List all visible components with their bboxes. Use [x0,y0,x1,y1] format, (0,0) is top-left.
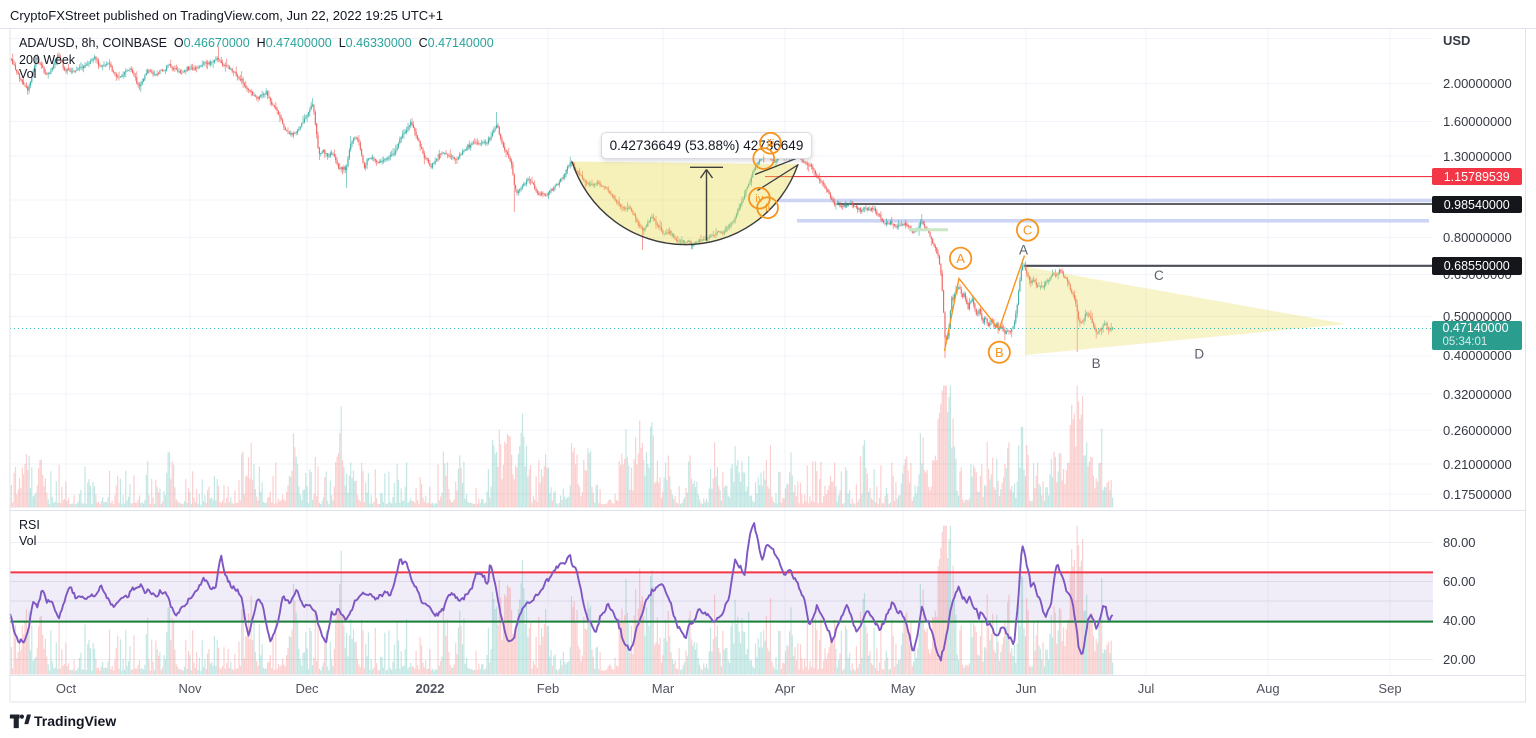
svg-text:A: A [1019,243,1028,258]
svg-text:D: D [1194,347,1204,362]
svg-text:iv: iv [755,193,763,205]
svg-text:iii: iii [767,138,774,150]
svg-text:ii: ii [765,203,770,215]
svg-text:i: i [762,153,764,165]
svg-text:A: A [956,251,965,266]
svg-text:B: B [1092,356,1101,371]
svg-text:C: C [1154,268,1164,283]
svg-text:B: B [995,345,1004,360]
svg-text:C: C [1023,223,1032,238]
